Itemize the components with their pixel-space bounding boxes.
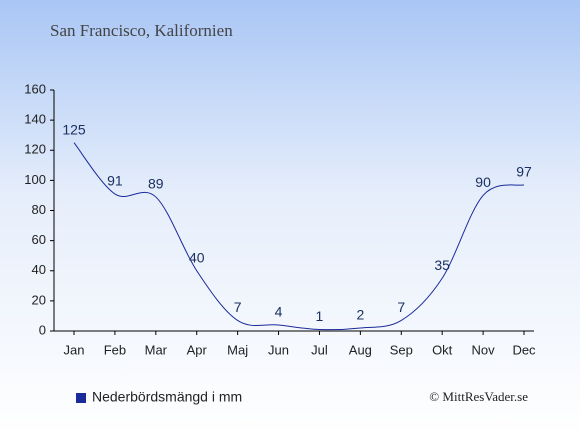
x-tick-label: Okt xyxy=(432,342,453,357)
data-label: 40 xyxy=(189,249,205,265)
y-tick-label: 140 xyxy=(24,112,46,127)
y-tick-label: 40 xyxy=(32,262,46,277)
data-label: 90 xyxy=(475,174,491,190)
y-tick-label: 160 xyxy=(24,81,46,96)
data-label: 7 xyxy=(234,299,242,315)
data-label: 91 xyxy=(107,173,123,189)
data-label: 89 xyxy=(148,176,164,192)
chart-title: San Francisco, Kalifornien xyxy=(50,21,233,40)
y-tick-label: 20 xyxy=(32,292,46,307)
data-label: 2 xyxy=(356,307,364,323)
y-tick-label: 0 xyxy=(39,322,46,337)
y-tick-label: 120 xyxy=(24,142,46,157)
data-label: 125 xyxy=(62,121,86,137)
x-tick-label: Jul xyxy=(311,342,328,357)
y-tick-label: 100 xyxy=(24,172,46,187)
data-label: 35 xyxy=(434,257,450,273)
legend-label: Nederbördsmängd i mm xyxy=(92,389,242,405)
x-tick-label: Jan xyxy=(64,342,85,357)
x-tick-label: Maj xyxy=(227,342,248,357)
x-tick-label: Nov xyxy=(472,342,496,357)
x-tick-label: Feb xyxy=(104,342,126,357)
legend-swatch xyxy=(76,393,86,403)
x-tick-label: Apr xyxy=(187,342,208,357)
x-tick-label: Mar xyxy=(145,342,168,357)
data-label: 7 xyxy=(397,299,405,315)
x-tick-label: Dec xyxy=(512,342,536,357)
data-label: 1 xyxy=(316,308,324,324)
x-tick-label: Aug xyxy=(349,342,372,357)
line xyxy=(73,142,525,331)
data-label: 4 xyxy=(275,304,283,320)
data-label: 97 xyxy=(516,164,532,180)
source: © MittResVader.se xyxy=(429,389,528,404)
x-tick-label: Sep xyxy=(390,342,413,357)
x-tick-label: Jun xyxy=(268,342,289,357)
y-tick-label: 80 xyxy=(32,202,46,217)
y-tick-label: 60 xyxy=(32,232,46,247)
